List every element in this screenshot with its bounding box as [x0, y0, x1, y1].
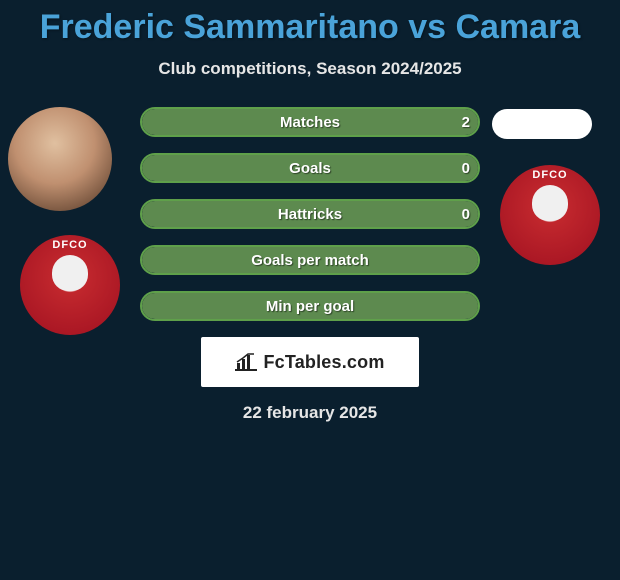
stat-value-left: 0: [462, 201, 470, 227]
stat-value-left: 0: [462, 155, 470, 181]
crest-right-label: DFCO: [532, 169, 567, 181]
stat-row-min-per-goal: Min per goal: [140, 291, 480, 321]
stat-row-goals-per-match: Goals per match: [140, 245, 480, 275]
crest-owl-icon: [532, 185, 568, 221]
branding-text: FcTables.com: [263, 352, 384, 373]
stat-label: Min per goal: [142, 293, 478, 319]
stat-row-hattricks: Hattricks 0: [140, 199, 480, 229]
stat-label: Goals per match: [142, 247, 478, 273]
stat-label: Matches: [142, 109, 478, 135]
crest-owl-icon: [52, 255, 88, 291]
branding-badge: FcTables.com: [201, 337, 419, 387]
comparison-content: DFCO DFCO Matches 2 Goals 0 Hattricks 0 …: [0, 107, 620, 423]
stat-label: Goals: [142, 155, 478, 181]
player-right-club-crest: DFCO: [500, 165, 600, 265]
player-left-club-crest: DFCO: [20, 235, 120, 335]
crest-left-label: DFCO: [52, 239, 87, 251]
comparison-date: 22 february 2025: [0, 403, 620, 423]
stat-row-goals: Goals 0: [140, 153, 480, 183]
stat-bars: Matches 2 Goals 0 Hattricks 0 Goals per …: [140, 107, 480, 321]
subtitle: Club competitions, Season 2024/2025: [0, 59, 620, 79]
bar-chart-icon: [235, 353, 257, 371]
page-title: Frederic Sammaritano vs Camara: [0, 0, 620, 47]
player-left-avatar: [8, 107, 112, 211]
stat-row-matches: Matches 2: [140, 107, 480, 137]
player-right-avatar: [492, 109, 592, 139]
stat-label: Hattricks: [142, 201, 478, 227]
stat-value-left: 2: [462, 109, 470, 135]
